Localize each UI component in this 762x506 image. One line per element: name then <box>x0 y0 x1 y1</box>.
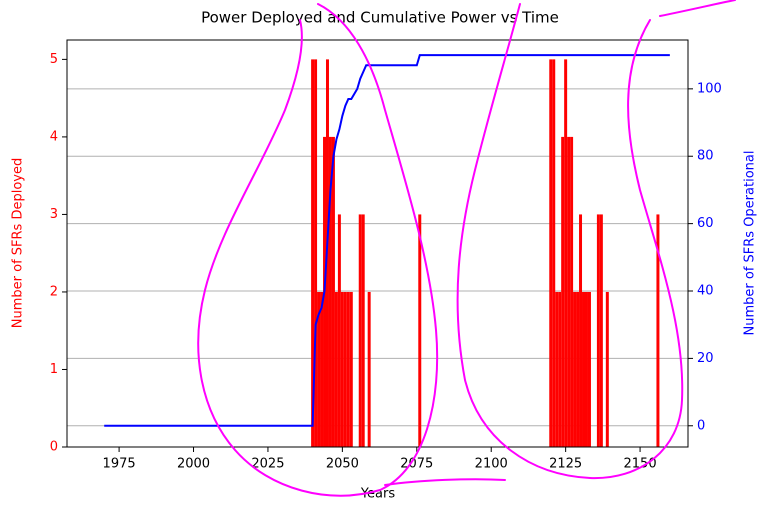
x-tick-label: 2000 <box>177 457 210 472</box>
annotation-scribble <box>197 3 439 497</box>
bar <box>337 214 341 447</box>
bar <box>343 291 347 447</box>
y-tick-label: 1 <box>50 362 58 377</box>
bar <box>361 214 365 447</box>
bar <box>599 214 603 447</box>
bar <box>334 291 338 447</box>
bar <box>576 291 580 447</box>
bar <box>579 214 583 447</box>
x-tick-label: 1975 <box>103 457 136 472</box>
bar <box>567 136 571 447</box>
y-axis-label: Number of SFRs Deployed <box>11 158 26 328</box>
x-axis-label: Years <box>360 487 396 502</box>
y2-tick-label: 20 <box>697 351 714 366</box>
chart-title: Power Deployed and Cumulative Power vs T… <box>201 9 559 27</box>
bar <box>596 214 600 447</box>
y2-tick-label: 100 <box>697 81 722 96</box>
annotation-scribble <box>659 0 736 17</box>
bar <box>564 59 568 447</box>
line <box>104 54 670 427</box>
bar <box>358 214 362 447</box>
bar <box>584 291 588 447</box>
y-tick-label: 3 <box>50 207 58 222</box>
bar <box>570 136 574 447</box>
bar <box>549 59 553 447</box>
annotation-scribble <box>456 3 684 480</box>
y-tick-label: 2 <box>50 284 58 299</box>
bar <box>317 291 321 447</box>
y-tick-label: 4 <box>50 129 58 144</box>
bar <box>346 291 350 447</box>
annotation-scribble <box>384 478 506 486</box>
annotations <box>197 0 736 497</box>
x-tick-label: 2125 <box>549 457 582 472</box>
bar <box>340 291 344 447</box>
bar <box>328 136 332 447</box>
bar <box>561 136 565 447</box>
y-tick-label: 0 <box>50 440 58 455</box>
y-tick-label: 5 <box>50 52 58 67</box>
bar <box>418 214 422 447</box>
bar <box>320 291 324 447</box>
plot-area: 1975 2000 2025 2050 2075 2100 2125 2150 0 1 2 3 4 5 0 2… <box>50 39 722 472</box>
y2-tick-label: 0 <box>697 418 705 433</box>
axes-frame <box>66 39 689 448</box>
bar <box>314 59 318 447</box>
bar <box>656 214 660 447</box>
bar <box>605 291 609 447</box>
x-tick-label: 2075 <box>400 457 433 472</box>
y2-tick-label: 80 <box>697 149 714 164</box>
bar <box>331 136 335 447</box>
bar <box>558 291 562 447</box>
x-tick-label: 2150 <box>624 457 657 472</box>
y2-axis-label: Number of SFRs Operational <box>743 151 758 336</box>
bar <box>311 59 315 447</box>
y2-tick-label: 60 <box>697 216 714 231</box>
y2-tick-label: 40 <box>697 284 714 299</box>
bar <box>587 291 591 447</box>
x-tick-label: 2025 <box>251 457 284 472</box>
bar <box>367 291 371 447</box>
x-tick-label: 2100 <box>475 457 508 472</box>
bar <box>573 291 577 447</box>
bar <box>552 59 556 447</box>
bar <box>555 291 559 447</box>
bar <box>582 291 585 447</box>
x-tick-label: 2050 <box>326 457 359 472</box>
bar <box>349 291 353 447</box>
